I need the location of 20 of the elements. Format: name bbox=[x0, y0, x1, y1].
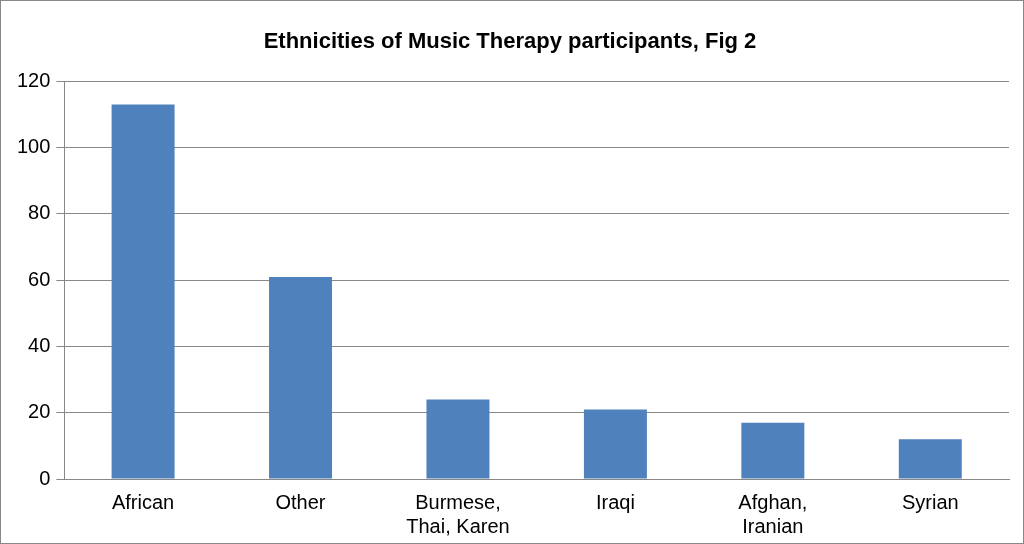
bar bbox=[583, 409, 647, 479]
y-tick-label: 120 bbox=[16, 68, 51, 91]
x-tick-label: African bbox=[111, 490, 175, 513]
bar bbox=[426, 399, 490, 479]
y-tick-label: 40 bbox=[28, 333, 51, 356]
bar bbox=[898, 439, 962, 479]
x-tick-label: Syrian bbox=[901, 490, 959, 513]
x-tick-label: Iraqi bbox=[595, 490, 635, 513]
x-tick-label: Other bbox=[275, 490, 326, 513]
x-tick-label: Burmese, Thai, Karen bbox=[406, 490, 510, 537]
bar bbox=[111, 104, 175, 479]
chart-title: Ethnicities of Music Therapy participants, Fig 2 bbox=[263, 28, 757, 54]
y-tick-label: 80 bbox=[28, 201, 51, 224]
bar bbox=[269, 276, 333, 479]
y-tick-label: 0 bbox=[39, 466, 51, 489]
y-tick-label: 20 bbox=[28, 400, 51, 423]
y-tick-label: 60 bbox=[28, 267, 51, 290]
y-tick-label: 100 bbox=[16, 135, 51, 158]
x-tick-label: Afghan, Iranian bbox=[738, 490, 808, 537]
bar bbox=[741, 422, 805, 479]
